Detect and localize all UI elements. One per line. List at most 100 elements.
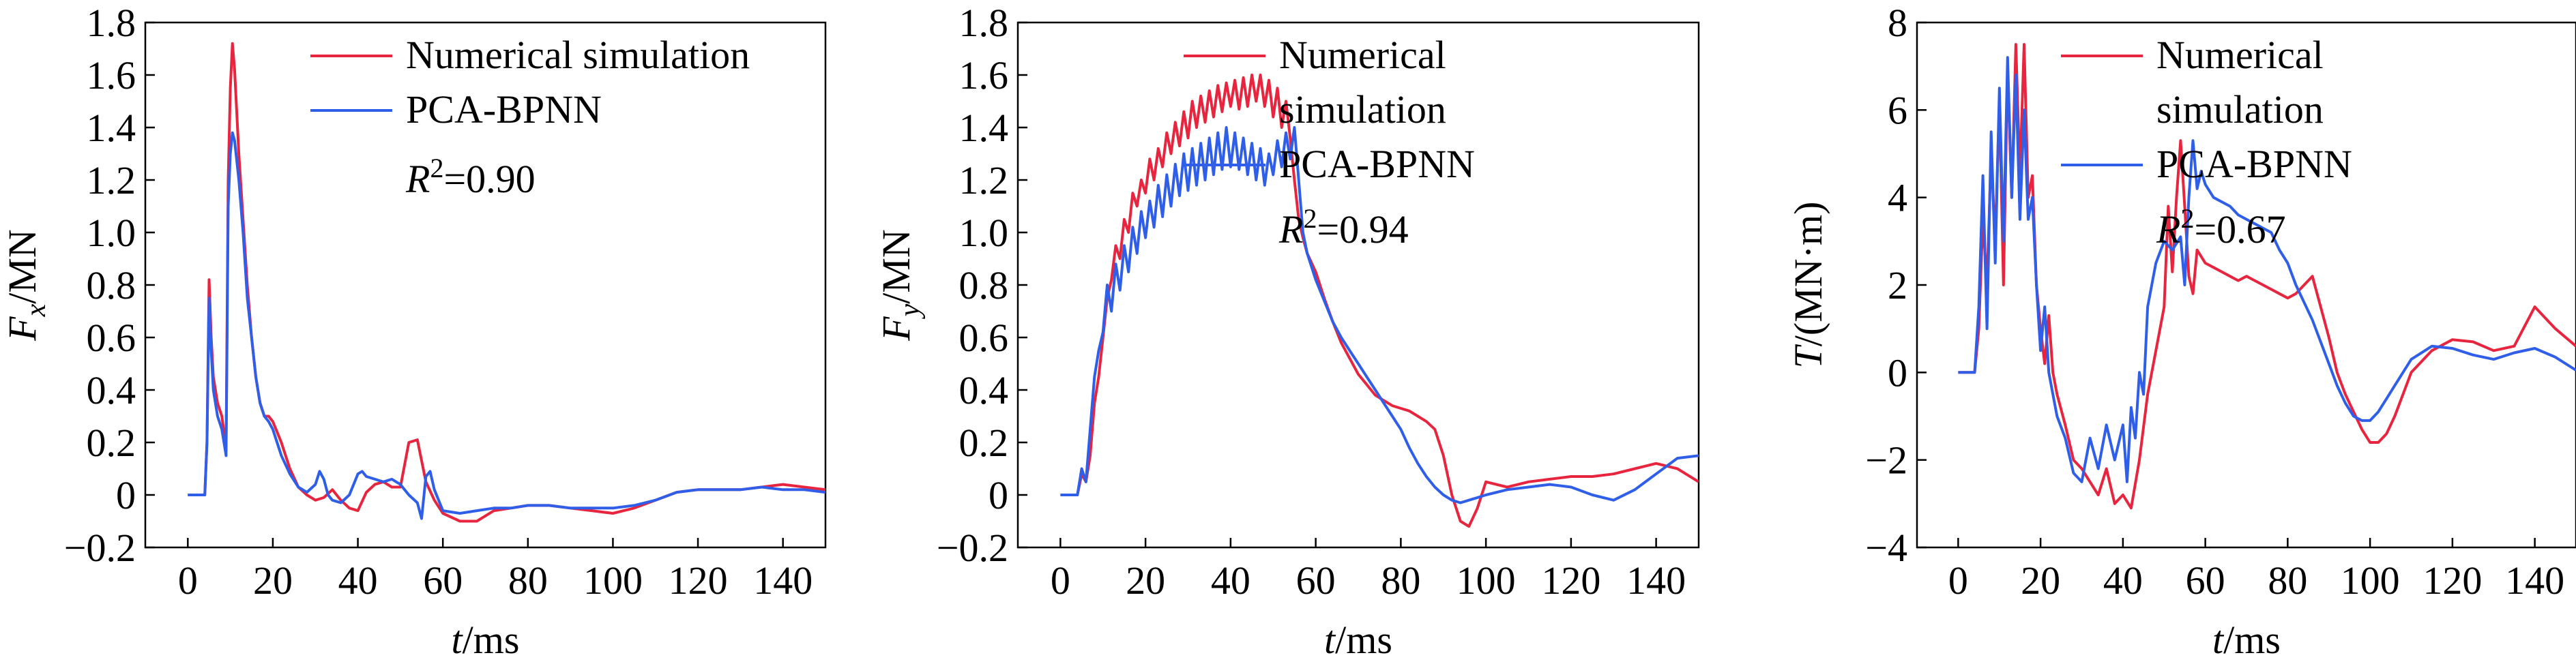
r2-annotation: R2=0.90 <box>405 153 536 201</box>
y-tick-label: 1.6 <box>959 53 1009 97</box>
r2-superscript: 2 <box>2180 203 2194 234</box>
legend: Numerical simulation PCA-BPNN R2=0.90 <box>310 33 750 201</box>
r2-symbol: R <box>1278 207 1303 252</box>
r2-value: =0.67 <box>2194 207 2285 252</box>
legend-label-pca-bpnn: PCA-BPNN <box>2156 142 2352 186</box>
y-tick-label: 0.6 <box>959 316 1009 360</box>
legend-label-line: Numerical <box>1279 33 1446 77</box>
x-tick-label: 80 <box>508 558 548 603</box>
legend-label-numerical-simulation: Numerical simulation <box>406 33 750 77</box>
x-tick-label: 20 <box>253 558 293 603</box>
y-axis-label: Fy/MN <box>874 229 926 342</box>
x-tick-label: 100 <box>2341 558 2400 603</box>
y-tick-label: 6 <box>1888 88 1907 132</box>
y-tick-label: 1.6 <box>87 53 136 97</box>
legend-label-numerical-simulation: Numerical simulation <box>1279 33 1446 132</box>
y-axis-label: T/(MN·m) <box>1786 202 1830 369</box>
legend: Numerical simulation PCA-BPNN R2=0.94 <box>1184 33 1475 252</box>
r2-value: =0.94 <box>1317 207 1408 252</box>
y-tick-label: 0.8 <box>959 263 1009 307</box>
y-axis-label-var: F <box>874 316 918 342</box>
y-tick-label: 1.0 <box>87 211 136 255</box>
x-tick-label: 60 <box>423 558 463 603</box>
chart-panel-1: 0 20 40 60 80 100 120 140 −0.2 0 0.2 0.4 0.6 0.8 1.0 1.… <box>0 1 827 662</box>
r2-annotation: R2=0.67 <box>2156 203 2286 252</box>
y-tick-label: 1.2 <box>87 158 136 202</box>
x-axis-label-unit: /ms <box>463 618 520 662</box>
y-tick-label: −4 <box>1865 526 1907 570</box>
x-tick-label: 60 <box>2186 558 2225 603</box>
x-axis-label-var: t <box>452 618 464 662</box>
r2-superscript: 2 <box>1303 203 1317 234</box>
legend-label-line: Numerical <box>2156 33 2324 77</box>
x-tick-label: 40 <box>2103 558 2143 603</box>
y-tick-label: −2 <box>1865 438 1907 483</box>
y-tick-label: 1.0 <box>959 211 1009 255</box>
legend: Numerical simulation PCA-BPNN R2=0.67 <box>2061 33 2352 252</box>
y-axis-label-subscript: y <box>894 303 926 319</box>
x-tick-label: 120 <box>2423 558 2482 603</box>
x-tick-label: 20 <box>2021 558 2060 603</box>
y-tick-label: 0.2 <box>87 421 136 465</box>
x-axis-label: t/ms <box>452 618 520 662</box>
x-tick-label: 120 <box>669 558 728 603</box>
x-tick-label: 100 <box>1457 558 1516 603</box>
series-line-pca-bpnn <box>1060 126 1699 504</box>
r2-symbol: R <box>405 157 430 201</box>
y-tick-label: 1.8 <box>87 1 136 45</box>
y-axis-label-var: T <box>1786 344 1830 368</box>
series-line-numerical-simulation <box>1958 43 2576 510</box>
y-tick-label: −0.2 <box>937 526 1008 570</box>
y-tick-label: −0.2 <box>64 526 136 570</box>
x-axis-label: t/ms <box>2212 618 2281 662</box>
x-tick-label: 0 <box>1051 558 1070 603</box>
x-tick-label: 80 <box>1381 558 1420 603</box>
x-tick-label: 140 <box>2505 558 2564 603</box>
y-axis-label: Fx/MN <box>0 229 52 342</box>
x-tick-label: 0 <box>178 558 198 603</box>
legend-label-line: simulation <box>2156 87 2324 132</box>
y-axis-label-subscript: x <box>20 303 52 317</box>
legend-label-numerical-simulation: Numerical simulation <box>2156 33 2324 132</box>
series-line-numerical-simulation <box>188 42 825 523</box>
y-tick-label: 8 <box>1888 1 1907 45</box>
x-axis-label-unit: /ms <box>2223 618 2281 662</box>
r2-symbol: R <box>2156 207 2180 252</box>
y-tick-label: 0.4 <box>959 368 1009 412</box>
y-tick-label: 1.4 <box>959 106 1009 150</box>
x-tick-label: 20 <box>1126 558 1165 603</box>
legend-label-pca-bpnn: PCA-BPNN <box>1279 142 1475 186</box>
y-tick-label: 4 <box>1888 176 1907 220</box>
x-axis-label: t/ms <box>1324 618 1392 662</box>
y-tick-label: 0 <box>116 473 136 517</box>
r2-value: =0.90 <box>443 157 535 201</box>
x-tick-label: 60 <box>1296 558 1336 603</box>
r2-superscript: 2 <box>430 153 443 183</box>
y-tick-label: 0.6 <box>87 316 136 360</box>
x-tick-label: 40 <box>338 558 378 603</box>
x-tick-label: 100 <box>583 558 643 603</box>
chart-panel-2: 0 20 40 60 80 100 120 140 −0.2 0 0.2 0.4 0.6 0.8 1.0 1.… <box>874 1 1700 662</box>
chart-panel-3: 0 20 40 60 80 100 120 140 −4 −2 0 2 4 6 8 t/ms T/(MN·m) N… <box>1786 1 2576 662</box>
legend-label-pca-bpnn: PCA-BPNN <box>406 87 602 132</box>
x-tick-label: 140 <box>1626 558 1686 603</box>
series-line-pca-bpnn <box>1958 56 2576 483</box>
x-tick-label: 0 <box>1948 558 1968 603</box>
x-tick-label: 120 <box>1541 558 1600 603</box>
y-tick-label: 0 <box>989 473 1008 517</box>
y-tick-label: 0.4 <box>87 368 136 412</box>
series-line-numerical-simulation <box>1060 74 1699 528</box>
x-axis-label-unit: /ms <box>1335 618 1392 662</box>
y-tick-label: 0.2 <box>959 421 1009 465</box>
series-line-pca-bpnn <box>188 131 825 520</box>
x-tick-label: 80 <box>2268 558 2307 603</box>
y-tick-label: 1.8 <box>959 1 1009 45</box>
y-axis-label-unit: /MN <box>874 229 918 304</box>
x-tick-label: 40 <box>1211 558 1250 603</box>
x-axis-label-var: t <box>2212 618 2225 662</box>
y-tick-label: 1.2 <box>959 158 1009 202</box>
y-tick-label: 0.8 <box>87 263 136 307</box>
y-axis-label-unit: /(MN·m) <box>1786 202 1830 347</box>
r2-annotation: R2=0.94 <box>1278 203 1409 252</box>
